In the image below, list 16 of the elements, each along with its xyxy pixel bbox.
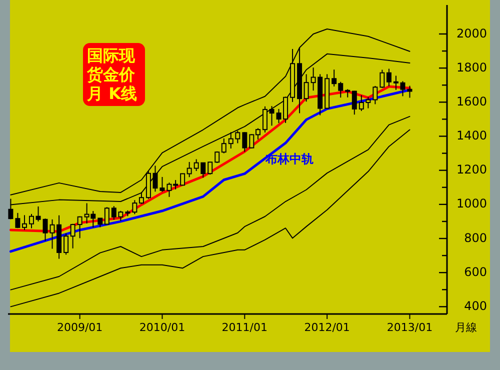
y-tick-label: 400	[464, 298, 487, 313]
x-tick-label: 2010/01	[139, 321, 186, 334]
x-tick-label: 2011/01	[222, 321, 268, 334]
y-tick-label: 1600	[456, 94, 487, 108]
text: 国际现货金价月 K线	[83, 43, 145, 106]
x-axis-title: 月線	[455, 321, 477, 334]
y-tick-label: 600	[464, 264, 487, 279]
y-tick-label: 1200	[456, 162, 487, 177]
x-tick-label: 2009/01	[56, 321, 103, 334]
x-tick-label: 2013/01	[386, 321, 433, 334]
y-tick-label: 800	[464, 230, 487, 245]
y-tick-label: 1800	[456, 60, 487, 74]
y-tick-label: 1400	[456, 128, 487, 143]
y-tick-label: 2000	[456, 26, 487, 40]
x-tick-label: 2012/01	[304, 321, 350, 334]
y-tick-label: 1000	[456, 196, 487, 211]
